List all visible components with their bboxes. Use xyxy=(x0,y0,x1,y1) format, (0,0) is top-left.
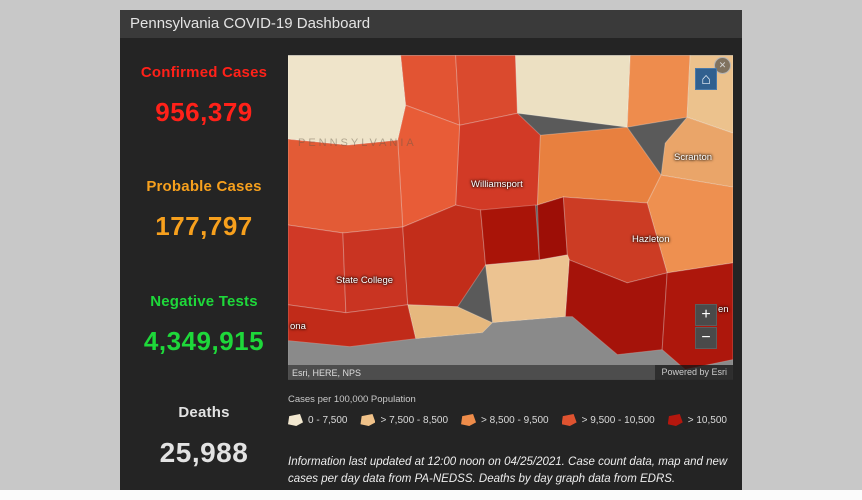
titlebar: Pennsylvania COVID-19 Dashboard xyxy=(120,10,742,38)
legend-items: 0 - 7,500 > 7,500 - 8,500 > 8,500 - 9,50… xyxy=(288,414,738,426)
county-polygon[interactable] xyxy=(288,224,347,314)
map-legend: Cases per 100,000 Population 0 - 7,500 >… xyxy=(288,394,738,426)
county-polygon[interactable] xyxy=(626,55,691,128)
home-icon: ⌂ xyxy=(701,71,711,88)
legend-swatch xyxy=(561,414,577,426)
legend-label: > 9,500 - 10,500 xyxy=(581,414,655,426)
county-polygon[interactable] xyxy=(288,55,407,146)
county-polygon[interactable] xyxy=(342,226,409,314)
stat-value: 4,349,915 xyxy=(143,326,265,356)
county-polygon[interactable] xyxy=(480,204,540,266)
stat-probable-cases: Probable Cases 177,797 xyxy=(120,178,288,242)
county-polygon[interactable] xyxy=(536,196,568,261)
zoom-out-button[interactable]: − xyxy=(695,327,717,349)
stat-value: 177,797 xyxy=(155,211,253,241)
city-label-scranton: Scranton xyxy=(674,152,713,163)
county-choropleth[interactable] xyxy=(288,55,733,380)
page-title: Pennsylvania COVID-19 Dashboard xyxy=(130,15,371,32)
stat-value: 25,988 xyxy=(159,437,249,468)
plus-icon: + xyxy=(701,306,711,323)
legend-swatch xyxy=(288,414,303,426)
attribution-text: Esri, HERE, NPS xyxy=(292,367,362,378)
legend-label: > 7,500 - 8,500 xyxy=(380,414,449,426)
legend-label: 0 - 7,500 xyxy=(308,414,348,426)
stat-label: Negative Tests xyxy=(150,293,258,310)
minus-icon: − xyxy=(701,329,711,346)
county-polygon[interactable] xyxy=(288,138,404,234)
city-label-allentown-partial: en xyxy=(718,304,729,315)
update-note: Information last updated at 12:00 noon o… xyxy=(288,456,728,485)
page-bottom-strip xyxy=(0,490,862,500)
circle-x-icon[interactable]: ✕ xyxy=(714,57,731,74)
stat-value: 956,379 xyxy=(155,97,253,127)
dashboard-content: Confirmed Cases 956,379 Probable Cases 1… xyxy=(120,38,742,490)
legend-item: > 7,500 - 8,500 xyxy=(360,414,448,426)
city-label-williamsport: Williamsport xyxy=(471,179,523,190)
legend-swatch xyxy=(667,414,683,426)
legend-item: > 9,500 - 10,500 xyxy=(561,414,655,426)
map-attribution-bar: Esri, HERE, NPS Powered by Esri xyxy=(288,365,733,380)
legend-label: > 10,500 xyxy=(687,414,727,426)
legend-item: > 10,500 xyxy=(667,414,727,426)
stat-label: Confirmed Cases xyxy=(140,64,268,81)
legend-title: Cases per 100,000 Population xyxy=(288,394,416,405)
stat-confirmed-cases: Confirmed Cases 956,379 xyxy=(120,64,288,128)
stat-negative-tests: Negative Tests 4,349,915 xyxy=(120,293,288,357)
legend-swatch xyxy=(360,414,376,426)
legend-label: > 8,500 - 9,500 xyxy=(481,414,549,426)
home-button[interactable]: ⌂ xyxy=(695,68,717,90)
city-label-state-college: State College xyxy=(336,275,394,286)
map-outside-state xyxy=(288,316,733,380)
stats-sidebar: Confirmed Cases 956,379 Probable Cases 1… xyxy=(120,38,288,490)
powered-by-esri: Powered by Esri xyxy=(655,365,733,380)
dashboard-panel: Pennsylvania COVID-19 Dashboard Confirme… xyxy=(120,10,742,490)
zoom-in-button[interactable]: + xyxy=(695,304,717,326)
city-label-altoona-partial: ona xyxy=(290,321,306,332)
legend-item: 0 - 7,500 xyxy=(288,414,347,426)
city-label-hazleton: Hazleton xyxy=(632,234,670,245)
stat-label: Probable Cases xyxy=(146,178,262,195)
legend-item: > 8,500 - 9,500 xyxy=(461,414,549,426)
county-polygon[interactable] xyxy=(484,254,570,324)
stat-deaths: Deaths 25,988 xyxy=(120,404,288,469)
map-watermark: PENNSYLVANIA xyxy=(298,137,417,149)
county-polygon[interactable] xyxy=(455,112,541,214)
choropleth-map-widget[interactable]: PENNSYLVANIA Williamsport Scranton Hazle… xyxy=(288,55,733,380)
legend-swatch xyxy=(461,414,477,426)
stat-label: Deaths xyxy=(178,404,230,421)
